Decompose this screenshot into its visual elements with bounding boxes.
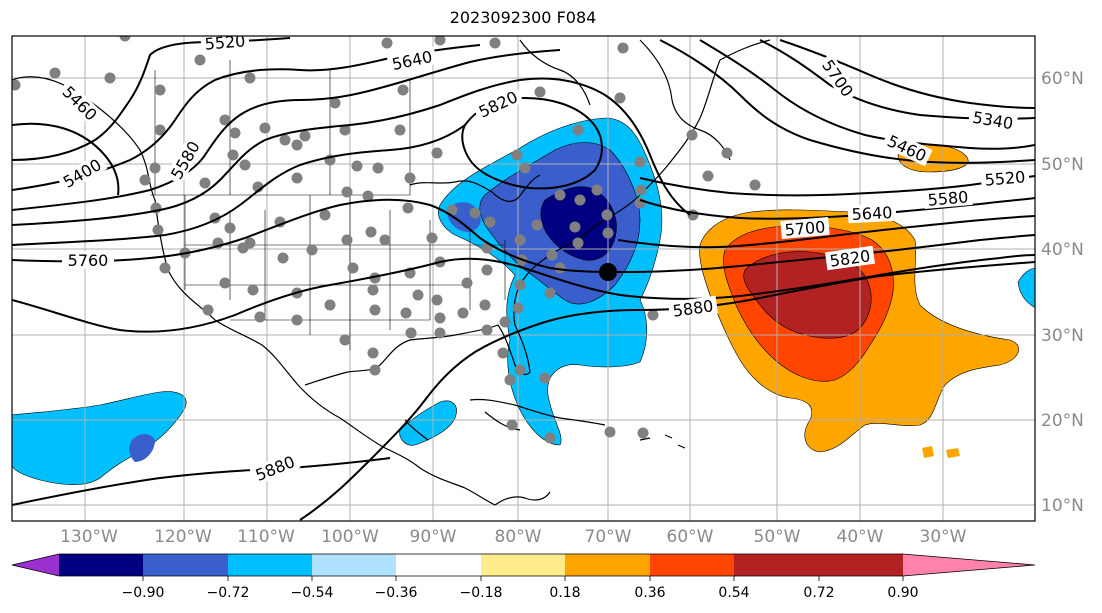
lat-label: 50°N (1041, 155, 1084, 175)
colorbar-tick-label: −0.36 (375, 585, 418, 601)
contour-label: 5700 (780, 216, 830, 240)
lon-label: 120°W (154, 527, 212, 547)
lat-label: 20°N (1041, 411, 1084, 431)
map-title: 2023092300 F084 (449, 8, 597, 27)
colorbar-segment (734, 554, 819, 576)
colorbar-tick-label: 0.72 (803, 585, 834, 601)
station-markers (12, 36, 761, 444)
contour-label: 5760 (62, 251, 114, 270)
colorbar-segment (565, 554, 650, 576)
lon-label: 50°W (754, 527, 801, 547)
location-marker (599, 263, 617, 281)
colorbar-tick-label: −0.54 (291, 585, 334, 601)
lon-label: 100°W (321, 527, 379, 547)
colorbar-tick-label: −0.72 (207, 585, 250, 601)
lat-label: 30°N (1041, 326, 1084, 346)
lon-label: 110°W (237, 527, 295, 547)
lat-label: 60°N (1041, 69, 1084, 89)
svg-text:5760: 5760 (68, 251, 109, 270)
contour-label: 5520 (980, 166, 1030, 190)
svg-text:5580: 5580 (927, 187, 969, 209)
negative-anomaly-region (12, 117, 1035, 485)
svg-text:5520: 5520 (984, 167, 1026, 189)
lon-label: 90°W (410, 527, 457, 547)
contour-label: 5580 (923, 186, 973, 210)
lon-label: 80°W (495, 527, 542, 547)
colorbar: −0.90 −0.72 −0.54 −0.36 −0.18 0.18 0.36 … (11, 553, 1036, 601)
lon-label: 60°W (667, 527, 714, 547)
map-frame (11, 35, 1036, 522)
colorbar-tick-label: 0.36 (634, 585, 665, 601)
latitude-labels: 60°N 50°N 40°N 30°N 20°N 10°N (1041, 69, 1084, 516)
coastlines (12, 39, 771, 506)
svg-text:5700: 5700 (784, 217, 826, 239)
colorbar-tick-label: 0.90 (887, 585, 918, 601)
colorbar-segment (228, 554, 313, 576)
colorbar-segment (143, 554, 228, 576)
contour-label: 5340 (967, 106, 1019, 133)
colorbar-extend-left (12, 554, 59, 576)
lon-label: 40°W (837, 527, 884, 547)
lon-label: 30°W (920, 527, 967, 547)
longitude-labels: 130°W 120°W 110°W 100°W 90°W 80°W 70°W 6… (60, 527, 967, 547)
colorbar-segment (481, 554, 566, 576)
colorbar-segment (396, 554, 481, 576)
lon-label: 130°W (60, 527, 118, 547)
colorbar-tick-label: 0.54 (718, 585, 749, 601)
height-contours (12, 37, 1035, 521)
colorbar-extend-right (903, 554, 1035, 576)
contour-label: 5820 (824, 245, 876, 271)
colorbar-segment (312, 554, 397, 576)
contour-label: 5640 (847, 202, 897, 224)
colorbar-segment (819, 554, 904, 576)
colorbar-segment (59, 554, 144, 576)
colorbar-tick-label: 0.18 (549, 585, 580, 601)
colorbar-tick-label: −0.18 (460, 585, 503, 601)
lon-label: 70°W (585, 527, 632, 547)
lat-label: 10°N (1041, 496, 1084, 516)
svg-text:5640: 5640 (851, 203, 893, 224)
colorbar-tick-label: −0.90 (122, 585, 165, 601)
map-area: 5520 5640 5460 5400 5580 5820 5760 5700 … (12, 31, 1035, 521)
svg-text:5520: 5520 (204, 31, 246, 53)
lat-label: 40°N (1041, 240, 1084, 260)
colorbar-segment (650, 554, 735, 576)
